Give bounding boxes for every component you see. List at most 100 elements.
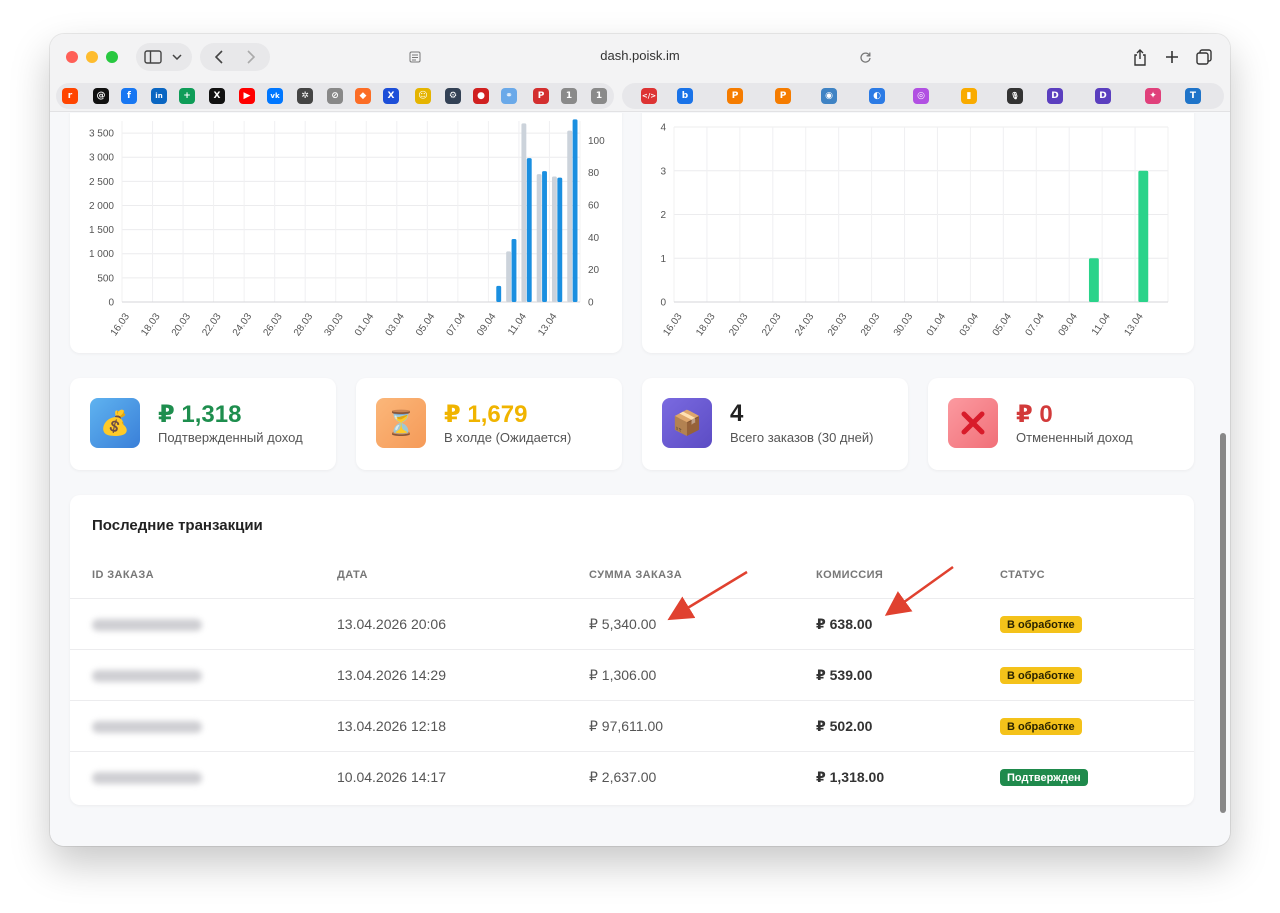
- podcast-icon[interactable]: ◎: [913, 88, 929, 104]
- y-left-tick-label: 0: [108, 298, 114, 309]
- column-header-commission: КОМИССИЯ: [816, 569, 884, 581]
- threads-icon[interactable]: @: [93, 88, 109, 104]
- p-orange-icon[interactable]: P: [775, 88, 791, 104]
- column-header-date: ДАТА: [337, 569, 368, 581]
- link-icon[interactable]: ⚭: [501, 88, 517, 104]
- stat-card-orders: 📦 4 Всего заказов (30 дней): [642, 378, 908, 470]
- vertical-scrollbar[interactable]: [1220, 433, 1226, 813]
- back-arrow-icon[interactable]: [208, 45, 230, 69]
- order-date: 10.04.2026 14:17: [337, 769, 446, 785]
- status-badge: В обработке: [1000, 718, 1082, 735]
- minimize-window-button[interactable]: [86, 51, 98, 63]
- table-row[interactable]: 13.04.2026 12:18 ₽ 97,611.00 ₽ 502.00 В …: [70, 700, 1194, 751]
- chart-bar: [496, 285, 502, 302]
- column-header-status: СТАТУС: [1000, 569, 1045, 581]
- cross-mark-icon: [948, 398, 998, 448]
- reload-icon[interactable]: [856, 45, 874, 69]
- table-row[interactable]: 10.04.2026 14:17 ₽ 2,637.00 ₽ 1,318.00 П…: [70, 751, 1194, 802]
- vk-icon[interactable]: vk: [267, 88, 283, 104]
- p-orange-icon[interactable]: P: [727, 88, 743, 104]
- redacted-order-id: [92, 670, 202, 682]
- y-left-tick-label: 1 000: [89, 249, 114, 260]
- share-icon[interactable]: [1130, 45, 1150, 69]
- order-amount: ₽ 5,340.00: [589, 616, 657, 632]
- microphone-icon[interactable]: 🎙: [1007, 88, 1023, 104]
- tab-count-1-icon[interactable]: 1: [561, 88, 577, 104]
- new-tab-icon[interactable]: [1162, 45, 1182, 69]
- dev-icon[interactable]: D: [1047, 88, 1063, 104]
- chevron-down-icon[interactable]: [168, 45, 186, 69]
- stat-label: В холде (Ожидается): [444, 430, 572, 445]
- y-left-tick-label: 0: [660, 298, 666, 309]
- status-badge: Подтвержден: [1000, 769, 1088, 786]
- compass-icon[interactable]: ⊘: [327, 88, 343, 104]
- y-left-tick-label: 2: [660, 210, 666, 221]
- stat-value: ₽ 1,318: [158, 401, 242, 428]
- y-left-tick-label: 3 500: [89, 129, 114, 140]
- redacted-order-id: [92, 772, 202, 784]
- money-bag-icon: 💰: [90, 398, 140, 448]
- status-badge: В обработке: [1000, 667, 1082, 684]
- x-icon[interactable]: X: [209, 88, 225, 104]
- reddit-icon[interactable]: r: [62, 88, 78, 104]
- forward-arrow-icon[interactable]: [240, 45, 262, 69]
- favorites-bar: r @ f in + X ▶ vk ✲ ⊘ ◆ X ☺ ⚙ ● ⚭ P 1 1 </> b P P ◉ ◐ ◎ ▮ 🎙 D D ✦ T: [50, 80, 1230, 112]
- annotation-arrow-amount: [667, 570, 748, 621]
- red-circle-icon[interactable]: ●: [473, 88, 489, 104]
- browser-toolbar: dash.poisk.im: [50, 34, 1230, 80]
- openai-icon[interactable]: ✲: [297, 88, 313, 104]
- reader-mode-icon[interactable]: [406, 45, 424, 69]
- hourglass-icon: ⏳: [376, 398, 426, 448]
- y-left-tick-label: 3 000: [89, 153, 114, 164]
- tab-overview-icon[interactable]: [1194, 45, 1214, 69]
- status-badge: В обработке: [1000, 616, 1082, 633]
- star-icon[interactable]: ✦: [1145, 88, 1161, 104]
- annotation-arrows: [667, 565, 954, 621]
- orders-revenue-chart: 0 500 1 000 1 500 2 000 2 500 3 000 3 500 0 20 40 6…: [89, 119, 605, 338]
- facebook-icon[interactable]: f: [121, 88, 137, 104]
- analytics-icon[interactable]: ▮: [961, 88, 977, 104]
- color-ring-icon[interactable]: ◐: [869, 88, 885, 104]
- tab-count-1-icon[interactable]: 1: [591, 88, 607, 104]
- redacted-order-id: [92, 721, 202, 733]
- t-icon[interactable]: T: [1185, 88, 1201, 104]
- recent-transactions-card: Последние транзакции ID ЗАКАЗА ДАТА СУММ…: [70, 495, 1194, 805]
- order-commission: ₽ 1,318.00: [816, 769, 885, 785]
- y-left-tick-label: 2 500: [89, 177, 114, 188]
- chart-bar: [511, 238, 517, 302]
- code-icon[interactable]: </>: [641, 88, 657, 104]
- stat-label: Отмененный доход: [1016, 430, 1133, 445]
- y-left-tick-label: 1 500: [89, 225, 114, 236]
- emoji-icon[interactable]: ☺: [415, 88, 431, 104]
- annotation-arrow-commission: [884, 565, 954, 616]
- orders-revenue-chart-card: 0 500 1 000 1 500 2 000 2 500 3 000 3 500 0 20 40 6…: [70, 113, 622, 353]
- chart-bar: [542, 171, 547, 302]
- table-row[interactable]: 13.04.2026 14:29 ₽ 1,306.00 ₽ 539.00 В о…: [70, 649, 1194, 700]
- sidebar-icon[interactable]: [142, 45, 164, 69]
- google-sheets-icon[interactable]: +: [179, 88, 195, 104]
- dev-icon[interactable]: D: [1095, 88, 1111, 104]
- redacted-order-id: [92, 619, 202, 631]
- order-amount: ₽ 97,611.00: [589, 718, 664, 734]
- y-left-tick-label: 4: [660, 123, 666, 134]
- youtube-icon[interactable]: ▶: [239, 88, 255, 104]
- order-date: 13.04.2026 20:06: [337, 616, 446, 632]
- bing-icon[interactable]: b: [677, 88, 693, 104]
- close-window-button[interactable]: [66, 51, 78, 63]
- y-right-tick-label: 40: [588, 233, 600, 244]
- table-row[interactable]: 13.04.2026 20:06 ₽ 5,340.00 ₽ 638.00 В о…: [70, 598, 1194, 649]
- p-red-icon[interactable]: P: [533, 88, 549, 104]
- x-blue-icon[interactable]: X: [383, 88, 399, 104]
- linkedin-icon[interactable]: in: [151, 88, 167, 104]
- chart-bar: [1088, 258, 1099, 302]
- order-commission: ₽ 502.00: [816, 718, 873, 734]
- address-bar[interactable]: dash.poisk.im: [600, 48, 680, 63]
- chart-bar: [551, 176, 557, 302]
- globe-icon[interactable]: ◉: [821, 88, 837, 104]
- settings-circle-icon[interactable]: ⚙: [445, 88, 461, 104]
- chart-bar: [526, 158, 532, 302]
- stat-value: ₽ 1,679: [444, 401, 528, 428]
- gitlab-icon[interactable]: ◆: [355, 88, 371, 104]
- y-right-tick-label: 100: [588, 136, 605, 147]
- maximize-window-button[interactable]: [106, 51, 118, 63]
